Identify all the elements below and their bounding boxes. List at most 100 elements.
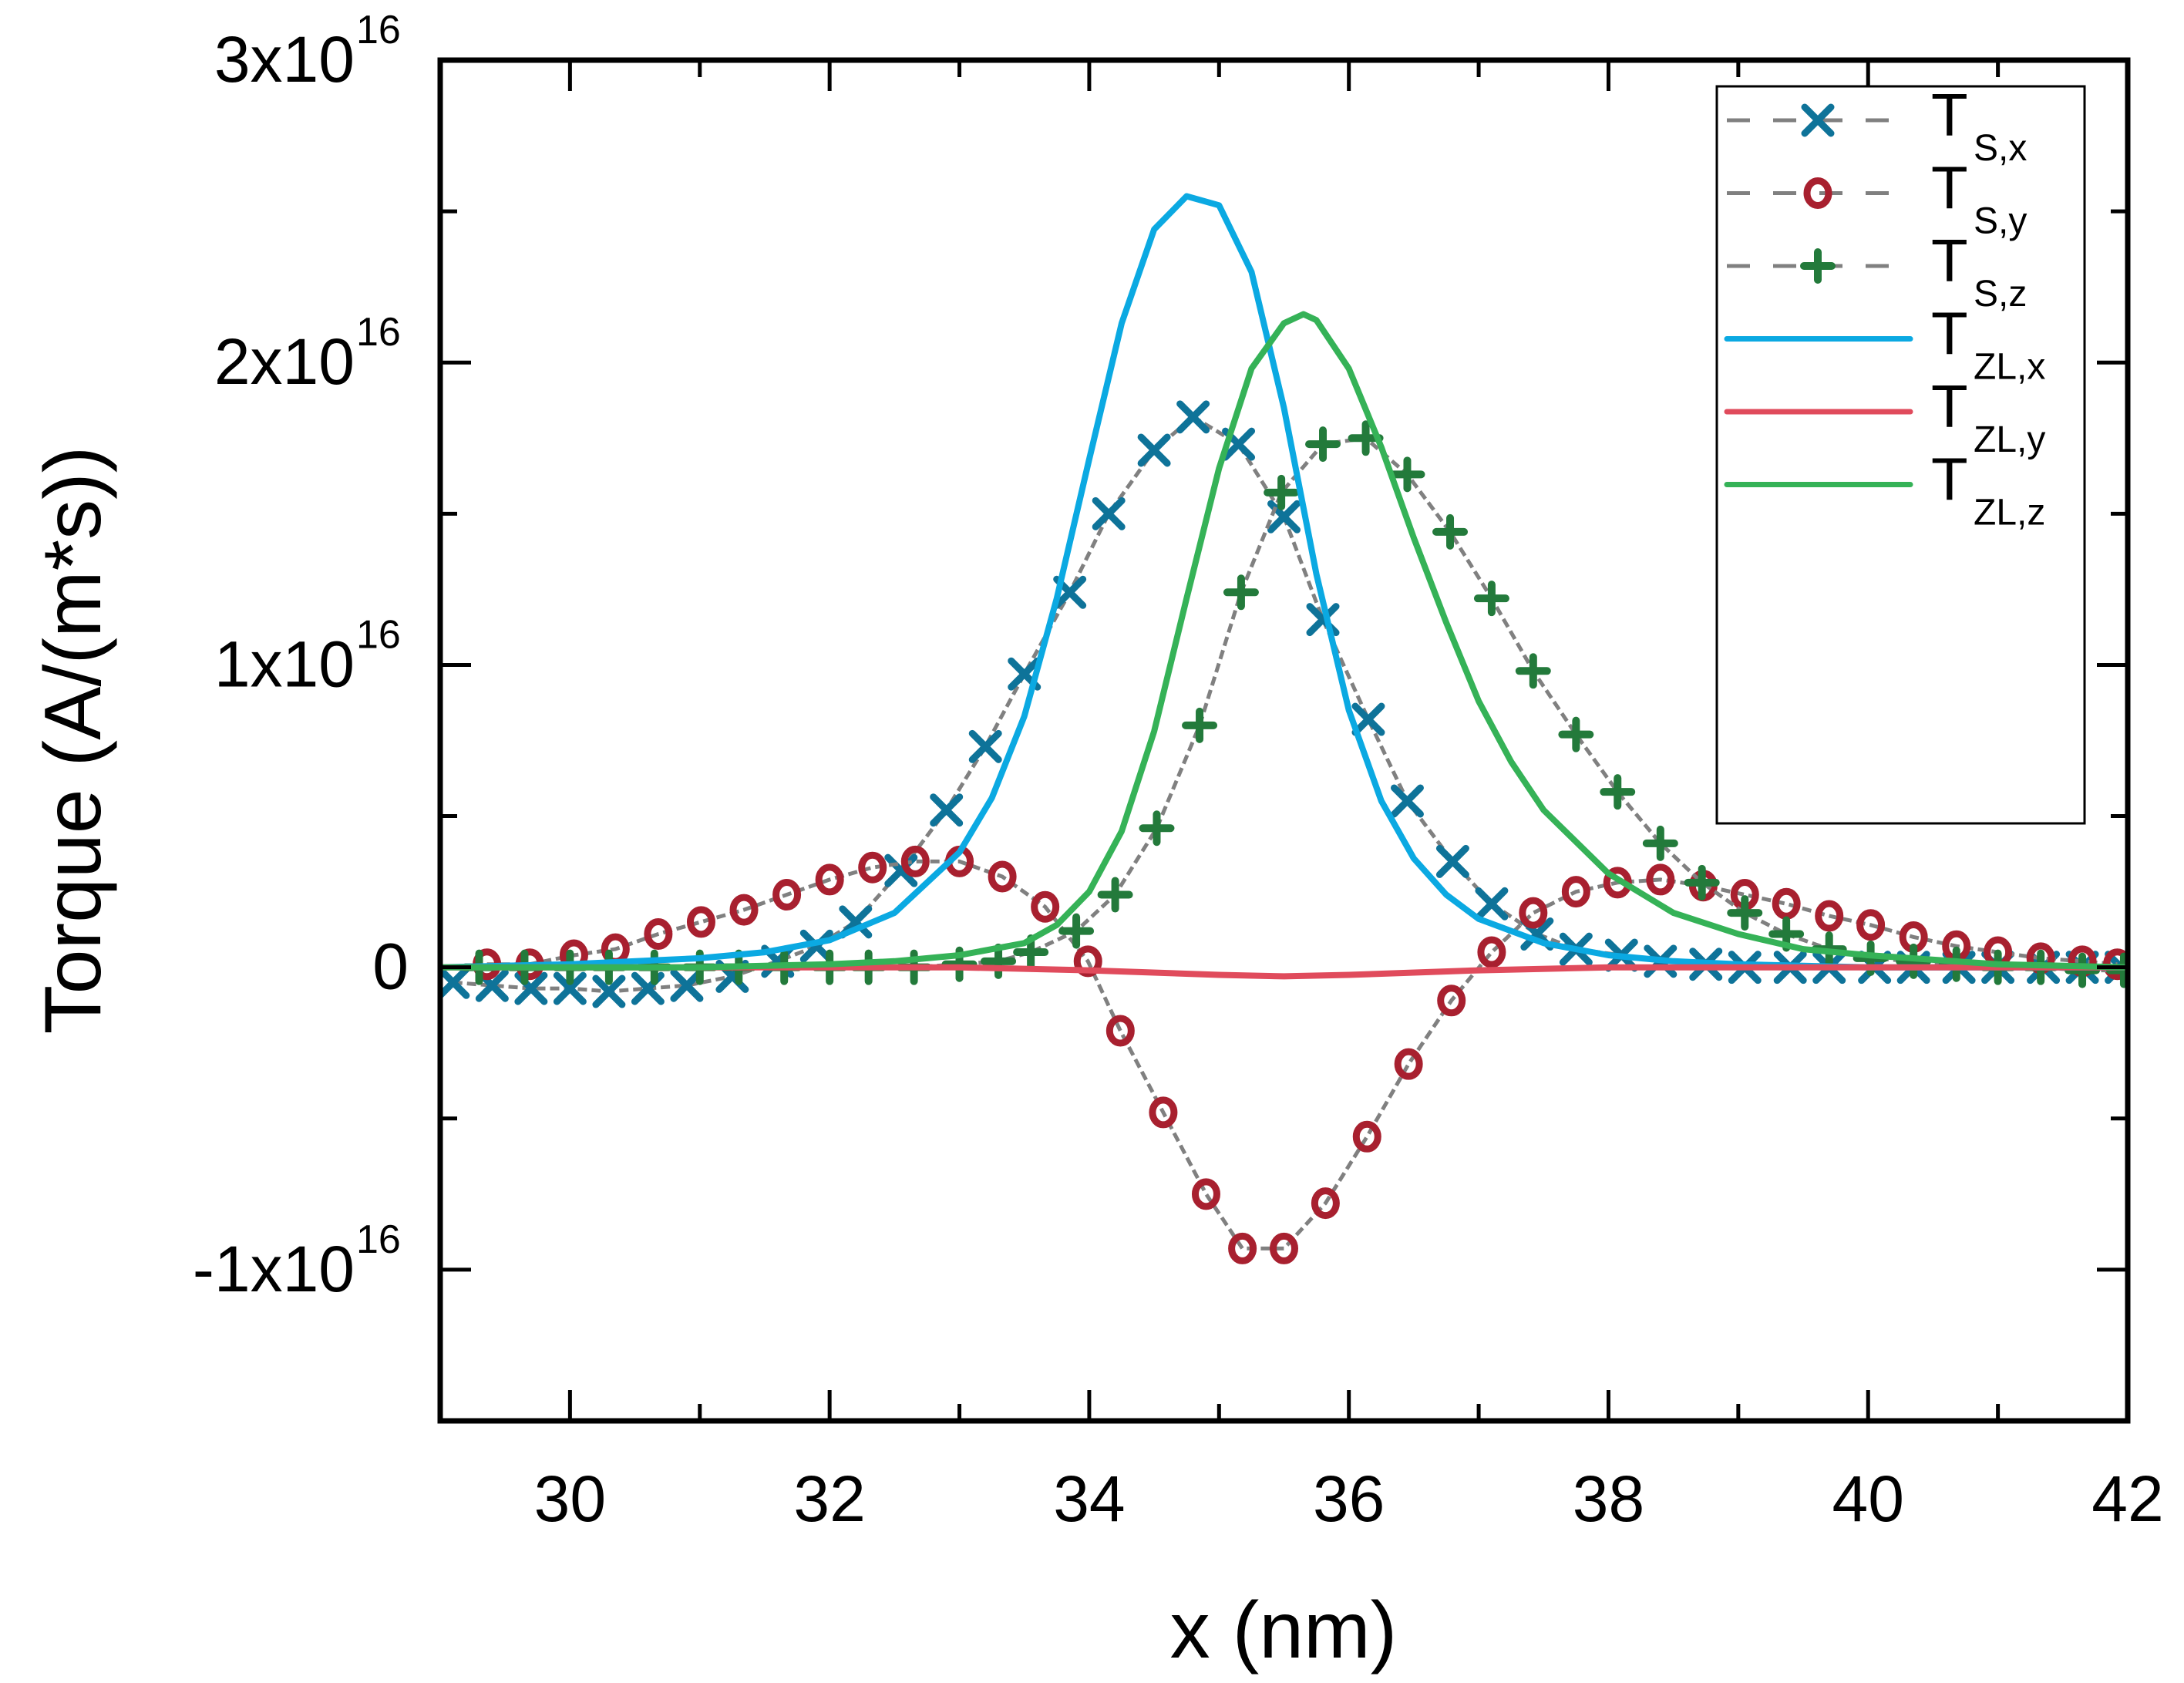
data-point: [1139, 810, 1175, 847]
data-point: [1558, 716, 1594, 752]
y-tick-exponent: 16: [356, 612, 401, 657]
data-point: [670, 968, 704, 1002]
y-tick-mantissa: 1x10: [214, 628, 355, 700]
y-tick-exponent: 16: [356, 8, 401, 52]
series-t-zl-y: [440, 964, 2128, 980]
data-point: [592, 974, 626, 1008]
y-tick-mantissa: 0: [372, 931, 409, 1003]
data-point: [644, 918, 673, 951]
data-point: [858, 851, 887, 884]
legend-box: [1715, 85, 2086, 825]
series-line: [440, 193, 2128, 971]
y-axis-title: Torque (A/(m*s)): [29, 446, 118, 1035]
data-point: [1105, 1015, 1135, 1047]
data-point: [1073, 945, 1102, 978]
legend-label-subscript: ZL,x: [1974, 347, 2045, 388]
data-point: [1561, 876, 1590, 908]
x-tick-label: 42: [2091, 1463, 2163, 1535]
data-point: [1058, 913, 1095, 949]
plot-frame: [437, 57, 2131, 1424]
data-point: [1264, 474, 1300, 510]
y-tick-label: 1x10 16: [214, 612, 401, 700]
data-point: [930, 793, 964, 827]
legend-label-subscript: S,y: [1974, 201, 2027, 242]
legend-label: T: [1931, 372, 1968, 440]
legend-marker: [1800, 248, 1836, 284]
data-point: [1390, 784, 1424, 818]
legend-label-subscript: ZL,y: [1974, 419, 2045, 460]
data-point: [729, 894, 759, 926]
data-point: [1473, 581, 1509, 617]
legend-marker: [1801, 103, 1835, 137]
data-point: [686, 906, 715, 938]
data-point: [1223, 574, 1259, 611]
x-tick-label: 30: [534, 1463, 606, 1535]
data-point: [1475, 887, 1509, 921]
y-tick-label: 3x10 16: [214, 8, 401, 96]
x-tick-label: 34: [1053, 1463, 1125, 1535]
data-point: [1389, 456, 1425, 493]
data-point: [1176, 400, 1210, 434]
data-point: [1182, 707, 1218, 743]
data-point: [1092, 496, 1126, 530]
data-point: [1727, 895, 1763, 931]
legend-entry-t-zl-x: T ZL,x: [1724, 300, 2045, 388]
data-point: [1311, 1187, 1340, 1220]
x-tick-label: 40: [1832, 1463, 1904, 1535]
data-point: [1815, 900, 1844, 932]
data-point: [1432, 513, 1469, 550]
legend: T S,xT S,yT S,zT ZL,xT ZL,yT ZL,z: [1715, 81, 2086, 825]
data-point: [968, 729, 1002, 763]
x-tick-label: 36: [1313, 1463, 1385, 1535]
series-t-zl-x: [440, 193, 2128, 971]
data-point: [1305, 426, 1341, 463]
data-point: [815, 863, 844, 896]
y-tick-mantissa: 2x10: [214, 325, 355, 398]
data-point: [1856, 909, 1886, 941]
data-point: [1270, 1232, 1298, 1264]
data-point: [1519, 897, 1548, 929]
y-tick-mantissa: -1x10: [193, 1233, 355, 1305]
data-point: [799, 929, 833, 963]
legend-entry-t-zl-y: T ZL,y: [1724, 372, 2045, 460]
legend-label: T: [1931, 227, 1968, 295]
data-point: [1031, 890, 1060, 923]
y-tick-exponent: 16: [356, 1217, 401, 1262]
data-point: [1394, 1048, 1423, 1080]
data-point: [1435, 844, 1469, 878]
series-line: [440, 311, 2128, 971]
legend-label: T: [1931, 81, 1968, 149]
x-tick-label: 32: [793, 1463, 865, 1535]
data-point: [1097, 877, 1133, 913]
data-point: [553, 971, 587, 1005]
data-point: [988, 860, 1017, 893]
data-point: [1642, 825, 1678, 861]
legend-label: T: [1931, 300, 1968, 368]
data-point: [1351, 702, 1385, 736]
legend-label-subscript: S,x: [1974, 128, 2027, 169]
x-tick-label: 38: [1573, 1463, 1644, 1535]
series-line: [440, 964, 2128, 980]
series-dashed-line: [486, 859, 2118, 1250]
legend-entry-t-s-x: T S,x: [1727, 81, 2027, 169]
data-point: [1772, 887, 1801, 920]
x-axis-title: x (nm): [1170, 1586, 1398, 1675]
data-point: [1137, 433, 1171, 467]
data-point: [1191, 1178, 1220, 1210]
legend-label: T: [1931, 154, 1968, 222]
legend-label: T: [1931, 446, 1968, 513]
y-tick-label: 0: [372, 931, 409, 1003]
data-point: [1646, 863, 1675, 896]
data-point: [900, 845, 930, 877]
data-point: [440, 965, 470, 999]
series-layer: [440, 193, 2128, 1264]
data-point: [772, 879, 802, 911]
legend-entry-t-s-y: T S,y: [1727, 154, 2027, 242]
legend-label-subscript: S,z: [1974, 274, 2027, 315]
legend-label-subscript: ZL,z: [1974, 493, 2045, 534]
data-point: [1437, 985, 1466, 1017]
data-point: [1600, 774, 1636, 810]
y-tick-exponent: 16: [356, 310, 401, 355]
data-point: [1149, 1096, 1178, 1129]
